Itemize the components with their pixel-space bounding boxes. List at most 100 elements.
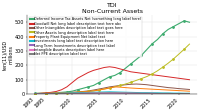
Net PPE description label text	[34, 93, 36, 94]
Intangible Assets description label here	[98, 92, 100, 94]
Investments long label text description here	[71, 92, 73, 93]
Goodwill Net long label description text here abc	[124, 70, 127, 71]
Goodwill Net long label description text here abc	[55, 91, 57, 92]
Intangible Assets description label here	[188, 93, 191, 94]
Other Intangibles description label text goes here	[55, 93, 57, 94]
Long Term Investments description text label: (2.02e+03, 2): (2.02e+03, 2)	[183, 93, 185, 94]
Property Plant Equipment Net label text	[124, 87, 127, 88]
Net PPE description label text	[39, 93, 41, 94]
Other Assets long description label text here	[156, 70, 159, 71]
Property Plant Equipment Net label text	[87, 91, 89, 92]
Line: Property Plant Equipment Net label text: Property Plant Equipment Net label text	[35, 87, 189, 94]
Goodwill Net long label description text here abc	[156, 75, 159, 76]
Goodwill Net long label description text here abc	[44, 92, 47, 94]
Deferred Income Tax Assets Net (something long label here)	[76, 89, 79, 90]
Other Assets long description label text here	[162, 66, 164, 68]
Investments long label text description here	[156, 92, 159, 93]
Net PPE description label text	[66, 93, 68, 94]
Other Assets long description label text here	[124, 83, 127, 85]
Investments long label text description here	[172, 92, 175, 94]
Other Intangibles description label text goes here	[178, 88, 180, 89]
Property Plant Equipment Net label text	[76, 92, 79, 93]
Intangible Assets description label here	[66, 93, 68, 94]
Goodwill Net long label description text here abc	[151, 74, 153, 75]
Deferred Income Tax Assets Net (something long label here)	[108, 76, 111, 78]
Investments long label text description here	[167, 92, 169, 94]
Goodwill Net long label description text here abc	[178, 78, 180, 79]
Net PPE description label text	[87, 92, 89, 94]
Other Intangibles description label text goes here	[82, 91, 84, 92]
Deferred Income Tax Assets Net (something long label here)	[156, 39, 159, 40]
Other Intangibles description label text goes here	[162, 86, 164, 88]
Net PPE description label text	[162, 93, 164, 94]
Goodwill Net long label description text here abc	[162, 75, 164, 77]
Other Intangibles description label text goes here	[50, 93, 52, 94]
Property Plant Equipment Net label text	[82, 91, 84, 93]
Intangible Assets description label here	[76, 93, 79, 94]
Y-axis label: ten(11)/USD
millions: ten(11)/USD millions	[3, 40, 14, 70]
Deferred Income Tax Assets Net (something long label here)	[103, 79, 105, 80]
Property Plant Equipment Net label text	[178, 90, 180, 91]
Other Intangibles description label text goes here	[130, 84, 132, 85]
Other Intangibles description label text goes here	[188, 89, 191, 90]
Deferred Income Tax Assets Net (something long label here)	[82, 88, 84, 89]
Property Plant Equipment Net label text	[55, 92, 57, 94]
Long Term Investments description text label: (2.01e+03, 4): (2.01e+03, 4)	[140, 93, 143, 94]
Net PPE description label text	[44, 93, 47, 94]
Property Plant Equipment Net label text	[66, 92, 68, 93]
Other Assets long description label text here	[183, 49, 185, 50]
Goodwill Net long label description text here abc	[119, 68, 121, 70]
Other Assets long description label text here	[76, 92, 79, 93]
Line: Long Term Investments description text label: Long Term Investments description text l…	[35, 93, 189, 94]
Other Intangibles description label text goes here	[151, 85, 153, 86]
Investments long label text description here	[188, 93, 191, 94]
Investments long label text description here	[103, 91, 105, 93]
Other Intangibles description label text goes here	[60, 92, 63, 94]
Deferred Income Tax Assets Net (something long label here)	[44, 92, 47, 94]
Other Assets long description label text here	[39, 93, 41, 94]
Property Plant Equipment Net label text	[183, 90, 185, 92]
Line: Other Intangibles description label text goes here: Other Intangibles description label text…	[35, 84, 189, 94]
Deferred Income Tax Assets Net (something long label here)	[172, 26, 175, 27]
Long Term Investments description text label: (2.01e+03, 5): (2.01e+03, 5)	[119, 93, 121, 94]
Net PPE description label text	[167, 93, 169, 94]
Other Intangibles description label text goes here	[114, 85, 116, 87]
Deferred Income Tax Assets Net (something long label here)	[114, 75, 116, 76]
Other Assets long description label text here	[167, 62, 169, 64]
Net PPE description label text	[60, 93, 63, 94]
Intangible Assets description label here	[44, 93, 47, 94]
Investments long label text description here	[183, 93, 185, 94]
Legend: Deferred Income Tax Assets Net (something long label here), Goodwill Net long la: Deferred Income Tax Assets Net (somethin…	[29, 17, 142, 57]
Other Assets long description label text here	[103, 88, 105, 90]
Long Term Investments description text label: (2.02e+03, 2): (2.02e+03, 2)	[178, 93, 180, 94]
Property Plant Equipment Net label text	[114, 86, 116, 88]
Other Intangibles description label text goes here	[76, 91, 79, 93]
Intangible Assets description label here	[151, 93, 153, 94]
Other Assets long description label text here	[60, 93, 63, 94]
Investments long label text description here	[108, 91, 111, 92]
Property Plant Equipment Net label text	[162, 89, 164, 90]
Line: Deferred Income Tax Assets Net (something long label here): Deferred Income Tax Assets Net (somethin…	[34, 20, 190, 94]
Property Plant Equipment Net label text	[103, 88, 105, 90]
Other Assets long description label text here	[50, 93, 52, 94]
Net PPE description label text	[108, 92, 111, 93]
Investments long label text description here	[60, 92, 63, 94]
Long Term Investments description text label: (2e+03, 3): (2e+03, 3)	[66, 93, 68, 94]
Goodwill Net long label description text here abc	[39, 93, 41, 94]
Investments long label text description here	[151, 92, 153, 93]
Line: Other Assets long description label text here: Other Assets long description label text…	[34, 43, 190, 95]
Investments long label text description here	[119, 91, 121, 93]
Deferred Income Tax Assets Net (something long label here)	[130, 63, 132, 65]
Intangible Assets description label here	[92, 93, 95, 94]
Long Term Investments description text label: (2.02e+03, 3): (2.02e+03, 3)	[167, 93, 169, 94]
Other Assets long description label text here	[34, 93, 36, 95]
Goodwill Net long label description text here abc	[60, 89, 63, 90]
Investments long label text description here	[39, 93, 41, 94]
Investments long label text description here	[44, 93, 47, 94]
Property Plant Equipment Net label text	[50, 92, 52, 94]
Property Plant Equipment Net label text	[108, 87, 111, 89]
Other Intangibles description label text goes here	[44, 93, 47, 94]
Investments long label text description here	[92, 92, 95, 93]
Long Term Investments description text label: (2.01e+03, 5): (2.01e+03, 5)	[124, 93, 127, 94]
Other Intangibles description label text goes here	[34, 93, 36, 94]
